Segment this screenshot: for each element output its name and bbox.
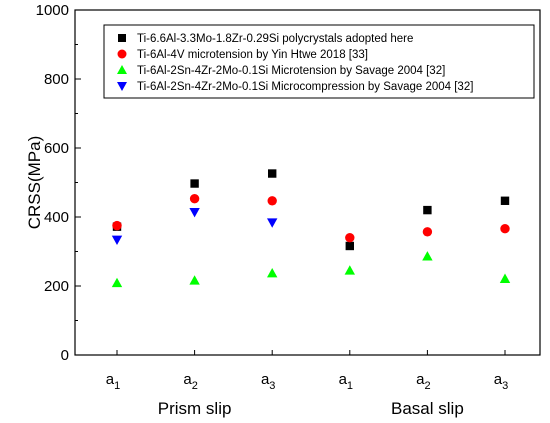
x-tick-label-subscript: 3	[502, 380, 508, 392]
data-point	[111, 277, 123, 288]
data-point	[189, 275, 200, 285]
x-tick-label-subscript: 1	[114, 380, 120, 392]
y-tick-label: 600	[44, 140, 69, 157]
data-point	[267, 218, 278, 228]
x-group-label: Basal slip	[391, 399, 464, 418]
legend-box	[103, 24, 535, 99]
x-tick-label: a3	[261, 371, 275, 392]
data-point	[267, 268, 278, 278]
data-point	[422, 251, 433, 261]
x-tick-label: a2	[183, 371, 197, 392]
data-point	[189, 207, 200, 218]
legend: Ti-6.6Al-3.3Mo-1.8Zr-0.29Si polycrystals…	[103, 24, 535, 99]
x-tick-label-base: a	[261, 371, 270, 388]
series-2	[112, 194, 510, 243]
legend-label: Ti-6Al-4V microtension by Yin Htwe 2018 …	[137, 49, 368, 61]
legend-label: Ti-6.6Al-3.3Mo-1.8Zr-0.29Si polycrystals…	[137, 33, 413, 45]
y-tick-label: 400	[44, 209, 69, 226]
data-point	[345, 241, 354, 251]
series-3	[111, 251, 511, 288]
x-tick-label-base: a	[183, 371, 192, 388]
y-tick-label: 800	[44, 71, 69, 88]
x-tick-label-base: a	[416, 371, 425, 388]
data-point	[112, 220, 122, 231]
x-tick-label: a1	[106, 371, 120, 392]
data-points-layer	[111, 169, 511, 288]
data-point	[189, 194, 200, 204]
x-tick-label: a2	[416, 371, 430, 392]
x-tick-label-subscript: 1	[347, 380, 353, 392]
legend-marker	[117, 82, 127, 91]
data-point	[422, 227, 433, 237]
data-point	[499, 273, 511, 283]
x-tick-label-subscript: 3	[269, 380, 275, 392]
y-axis-label: CRSS(MPa)	[25, 136, 44, 230]
x-tick-label-subscript: 2	[192, 380, 198, 392]
legend-label: Ti-6Al-2Sn-4Zr-2Mo-0.1Si Microcompressio…	[137, 81, 473, 93]
data-point	[500, 196, 510, 205]
x-tick-label-base: a	[339, 371, 348, 388]
data-point	[345, 233, 355, 243]
data-point	[268, 169, 277, 178]
data-point	[500, 224, 510, 234]
data-point	[111, 235, 123, 245]
legend-marker	[118, 34, 126, 42]
legend-label: Ti-6Al-2Sn-4Zr-2Mo-0.1Si Microtension by…	[137, 65, 445, 77]
x-tick-label-base: a	[494, 371, 503, 388]
legend-marker	[117, 65, 127, 74]
y-tick-label: 1000	[36, 2, 69, 19]
y-tick-label: 200	[44, 278, 69, 295]
x-tick-label: a1	[339, 371, 353, 392]
data-point	[267, 196, 277, 206]
x-tick-label-subscript: 2	[425, 380, 431, 392]
data-point	[344, 265, 355, 275]
legend-marker	[117, 49, 127, 59]
series-4	[111, 207, 278, 245]
data-point	[190, 179, 199, 188]
x-tick-label-base: a	[106, 371, 115, 388]
x-group-label: Prism slip	[158, 399, 232, 418]
data-point	[423, 205, 432, 215]
x-tick-label: a3	[494, 371, 508, 392]
y-tick-label: 0	[61, 347, 69, 364]
series-1	[112, 169, 510, 251]
